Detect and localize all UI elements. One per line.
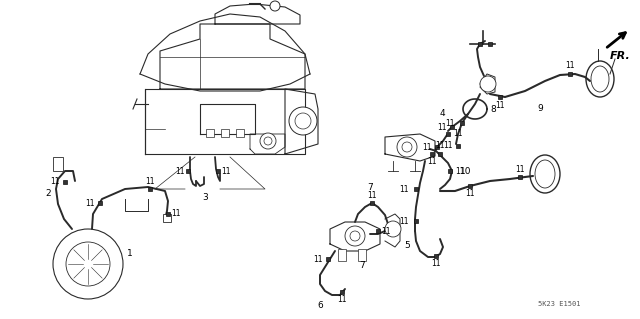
Text: 11: 11 [367,190,377,199]
Bar [438,152,442,156]
Text: 11: 11 [175,167,185,175]
Bar [498,95,502,99]
Text: 11: 11 [444,142,452,151]
Ellipse shape [535,160,555,188]
Text: 8: 8 [490,105,496,114]
Text: 11: 11 [437,122,447,131]
Text: 11: 11 [337,295,347,305]
Text: 11: 11 [495,100,505,109]
Bar [488,41,492,46]
Circle shape [345,226,365,246]
Circle shape [350,231,360,241]
Bar [370,201,374,205]
Ellipse shape [591,66,609,92]
Bar [186,169,190,173]
Text: 4: 4 [440,109,445,118]
Text: 11: 11 [435,142,445,151]
Text: 11: 11 [428,158,436,167]
Circle shape [66,242,110,286]
Bar [460,121,464,125]
Text: 11: 11 [515,165,525,174]
Bar [468,184,472,188]
Circle shape [260,133,276,149]
Text: 11: 11 [85,198,95,207]
Bar [358,249,366,261]
Bar [435,145,439,149]
Circle shape [270,1,280,11]
Bar [456,144,460,148]
Bar [448,169,452,173]
Bar [568,72,572,76]
Bar [340,290,344,294]
Bar [163,214,171,222]
Bar [216,169,220,173]
Text: 11: 11 [313,255,323,263]
Bar [166,212,170,216]
Bar [148,187,152,191]
Text: 11: 11 [172,210,180,219]
Text: 11: 11 [453,130,463,138]
Text: FR.: FR. [610,51,631,61]
Bar [376,229,380,233]
Bar [338,249,346,261]
Bar [98,201,102,205]
Text: 6: 6 [317,301,323,310]
Bar [236,129,244,137]
Circle shape [295,113,311,129]
Bar [414,219,418,223]
Circle shape [397,137,417,157]
Text: 3: 3 [202,193,208,202]
Text: 11: 11 [455,167,465,175]
Bar [326,257,330,261]
Text: 2: 2 [45,189,51,198]
Text: 7: 7 [367,183,373,192]
Text: 7: 7 [359,261,365,270]
Text: 11: 11 [422,143,432,152]
Circle shape [402,142,412,152]
Bar [414,187,418,191]
Circle shape [289,107,317,135]
Bar [221,129,229,137]
Text: 11: 11 [51,177,60,187]
Bar [206,129,214,137]
Text: 11: 11 [445,118,455,128]
Text: 5: 5 [404,241,410,250]
Text: 11: 11 [431,259,441,269]
Text: 11: 11 [565,62,575,70]
Text: 11: 11 [381,226,391,235]
Circle shape [264,137,272,145]
Ellipse shape [586,61,614,97]
Text: 11: 11 [465,189,475,198]
Bar [477,41,483,46]
Bar [434,254,438,258]
Text: 1: 1 [127,249,133,258]
Ellipse shape [530,155,560,193]
Circle shape [385,221,401,237]
Bar [518,175,522,179]
Text: 11: 11 [399,184,409,194]
Text: 10: 10 [460,167,472,175]
Bar [446,132,450,136]
Text: 11: 11 [145,176,155,186]
Text: 11: 11 [221,167,231,175]
Text: 5K23 E1501: 5K23 E1501 [538,301,580,307]
Circle shape [480,76,496,92]
Bar [53,157,63,171]
Bar [63,180,67,184]
Text: 9: 9 [537,104,543,113]
Bar [450,125,454,129]
Bar [430,152,434,156]
Circle shape [53,229,123,299]
Text: 11: 11 [399,217,409,226]
